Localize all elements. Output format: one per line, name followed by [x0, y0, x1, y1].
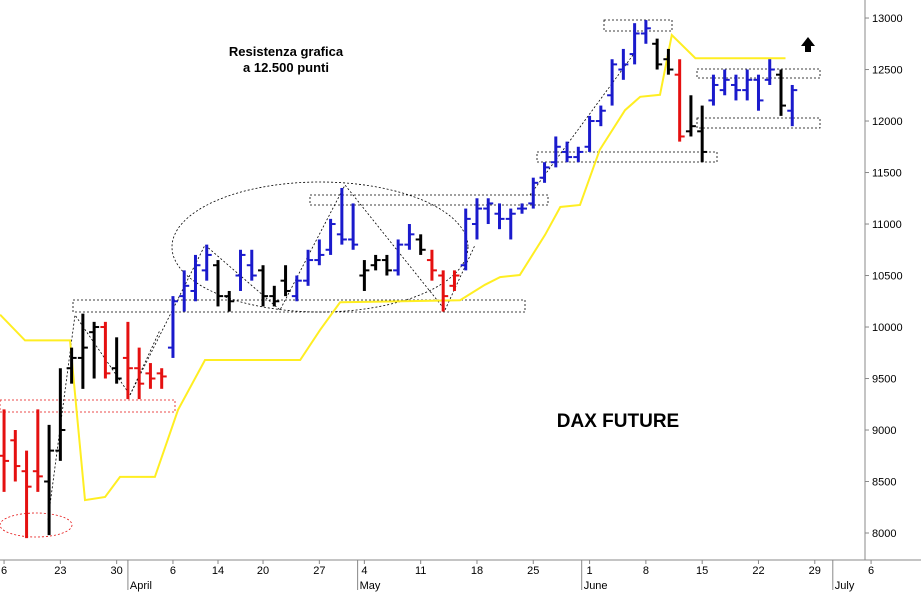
y-tick-label: 8000	[872, 528, 896, 540]
resistance-box	[603, 19, 673, 32]
y-tick-label: 9000	[872, 425, 896, 437]
x-tick-label: 23	[54, 565, 66, 577]
month-label: May	[360, 580, 381, 592]
x-tick-label: 8	[643, 565, 649, 577]
trend-line	[529, 54, 634, 196]
x-tick-label: 22	[752, 565, 764, 577]
x-tick-label: 29	[809, 565, 821, 577]
x-tick-label: 4	[361, 565, 367, 577]
y-tick-label: 10000	[872, 322, 903, 334]
x-tick-label: 6	[170, 565, 176, 577]
x-tick-label: 14	[212, 565, 224, 577]
x-tick-label: 6	[1, 565, 7, 577]
x-tick-label: 18	[471, 565, 483, 577]
overlay-line	[0, 32, 786, 502]
y-tick-label: 11500	[872, 168, 902, 180]
up-arrow	[801, 37, 815, 52]
x-tick-label: 15	[696, 565, 708, 577]
support-box	[536, 151, 718, 163]
y-tick-label: 9500	[872, 374, 896, 386]
ellipse	[0, 512, 73, 538]
support-box	[696, 117, 821, 129]
month-label: April	[130, 580, 152, 592]
x-tick-label: 11	[415, 565, 426, 577]
zigzag	[47, 184, 476, 521]
x-tick-label: 1	[587, 565, 593, 577]
y-tick-label: 12500	[872, 65, 903, 77]
support-box	[72, 299, 526, 313]
y-tick-label: 11000	[872, 219, 902, 231]
x-tick-label: 25	[527, 565, 539, 577]
y-tick-label: 10500	[872, 271, 903, 283]
month-label: July	[835, 580, 855, 592]
x-tick-label: 6	[868, 565, 874, 577]
month-label: June	[584, 580, 608, 592]
x-tick-label: 27	[313, 565, 325, 577]
y-tick-label: 13000	[872, 13, 903, 25]
annotation-line: Resistenza grafica	[229, 44, 344, 59]
x-tick-label: 30	[111, 565, 123, 577]
chart-title: DAX FUTURE	[557, 411, 679, 432]
x-tick-label: 20	[257, 565, 269, 577]
support-box	[0, 399, 176, 413]
y-tick-label: 8500	[872, 477, 896, 489]
ellipse	[171, 181, 469, 313]
y-tick-label: 12000	[872, 116, 903, 128]
annotation-line: a 12.500 punti	[243, 60, 329, 75]
